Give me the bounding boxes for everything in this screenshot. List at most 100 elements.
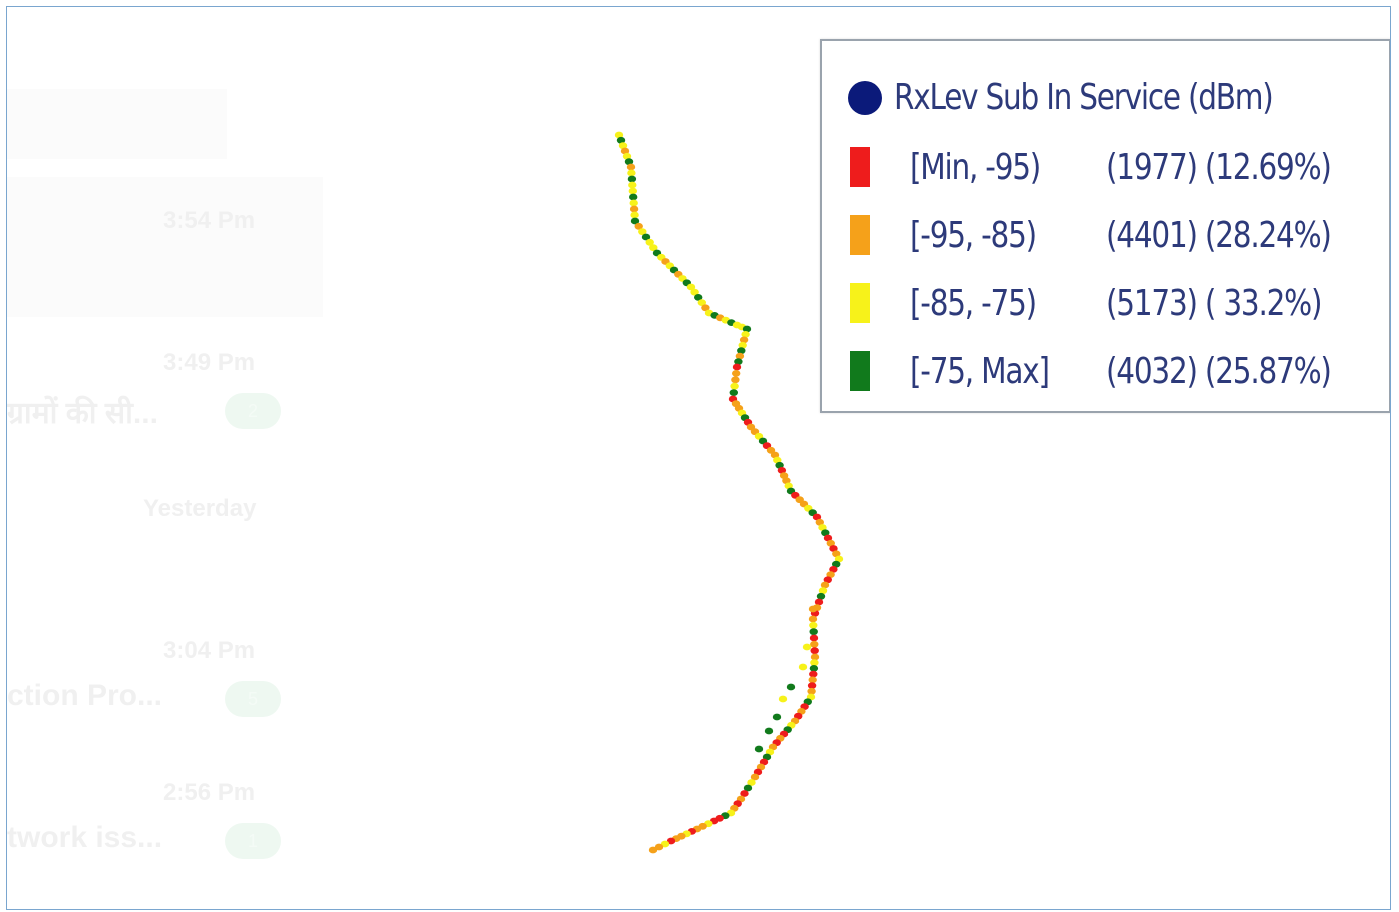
background-chat-title-4: ction Pro...	[7, 679, 163, 712]
background-chat-badge-4: 5	[225, 681, 281, 717]
route-sample-point	[738, 341, 747, 349]
route-sample-point	[815, 518, 824, 526]
legend-title: RxLev Sub In Service (dBm)	[894, 77, 1274, 118]
route-sample-point	[666, 837, 676, 845]
route-sample-point	[740, 790, 749, 797]
route-sample-point	[620, 147, 630, 155]
background-chat-badge-5: 1	[225, 823, 281, 859]
background-chat-badge-2: 2	[225, 393, 281, 429]
route-sample-point	[645, 238, 654, 246]
route-sample-point	[816, 592, 826, 600]
route-sample-point	[732, 363, 742, 371]
route-sample-point	[641, 233, 651, 241]
route-sample-point	[614, 131, 624, 139]
route-sample-point	[686, 283, 696, 291]
green-swatch-icon	[850, 351, 870, 391]
route-sample-point	[750, 773, 760, 781]
legend-header: RxLev Sub In Service (dBm)	[848, 77, 1356, 118]
route-sample-point	[629, 205, 639, 213]
route-sample-point	[784, 482, 793, 490]
route-sample-point	[694, 294, 703, 301]
route-sample-point	[810, 647, 819, 655]
route-sample-point	[629, 199, 638, 207]
route-sample-point	[809, 634, 819, 642]
route-sample-point	[775, 461, 784, 469]
signal-legend: RxLev Sub In Service (dBm) [Min, -95) (1…	[820, 39, 1390, 413]
route-sample-point	[764, 727, 774, 735]
route-sample-point	[823, 576, 832, 584]
legend-row-85-75: [-85, -75) (5173) ( 33.2%)	[850, 279, 1323, 327]
route-sample-point	[810, 659, 819, 667]
route-sample-point	[624, 158, 634, 166]
route-sample-point	[732, 370, 741, 377]
route-sample-point	[809, 665, 819, 672]
route-sample-point	[660, 840, 670, 848]
route-sample-point	[737, 347, 746, 355]
route-sample-point	[747, 779, 756, 786]
route-sample-point	[741, 331, 750, 338]
route-sample-point	[773, 456, 782, 464]
route-sample-point	[834, 555, 844, 563]
map-frame: 3:54 Pm 3:49 Pm ग्रामों की सी... 2 Yeste…	[6, 6, 1391, 910]
legend-row-95-85: [-95, -85) (4401) (28.24%)	[850, 211, 1332, 259]
route-sample-point	[628, 181, 637, 189]
route-sample-point	[690, 288, 699, 296]
route-sample-point	[618, 142, 628, 150]
route-sample-point	[814, 598, 824, 606]
route-sample-point	[818, 587, 828, 595]
route-sample-point	[701, 304, 710, 312]
legend-range: [-95, -85)	[910, 214, 1037, 256]
route-sample-point	[818, 524, 827, 531]
route-sample-point	[809, 628, 818, 636]
route-sample-point	[829, 545, 838, 552]
legend-count: (4032) (25.87%)	[1106, 350, 1332, 392]
route-sample-point	[626, 163, 636, 171]
route-sample-point	[628, 187, 637, 195]
route-sample-point	[832, 550, 841, 558]
route-sample-point	[782, 477, 791, 485]
legend-row-75-max: [-75, Max] (4032) (25.87%)	[850, 347, 1332, 395]
route-sample-point	[731, 376, 740, 384]
background-chat-time-4: 3:04 Pm	[163, 637, 256, 664]
yellow-swatch-icon	[850, 283, 870, 323]
route-sample-point	[654, 843, 664, 851]
background-chat-date: Yesterday	[143, 495, 257, 522]
legend-count: (1977) (12.69%)	[1106, 146, 1332, 188]
route-sample-point	[810, 653, 820, 661]
route-sample-point	[629, 193, 638, 201]
legend-range: [-85, -75)	[910, 282, 1037, 324]
route-sample-point	[634, 222, 643, 230]
legend-range: [Min, -95)	[910, 146, 1041, 188]
background-search-box	[7, 89, 227, 159]
route-sample-point	[809, 670, 818, 678]
route-sample-point	[786, 683, 796, 691]
route-sample-point	[649, 244, 658, 252]
background-chat-title-2: ग्रामों की सी...	[7, 397, 158, 430]
route-sample-point	[739, 336, 749, 344]
legend-count: (4401) (28.24%)	[1106, 214, 1332, 256]
route-sample-point	[832, 560, 841, 568]
route-sample-point	[807, 687, 816, 695]
route-sample-point	[820, 581, 830, 589]
route-sample-point	[697, 299, 706, 306]
route-sample-point	[770, 451, 780, 459]
legend-count: (5173) ( 33.2%)	[1106, 282, 1323, 324]
route-sample-point	[802, 643, 812, 651]
route-sample-point	[729, 389, 738, 396]
route-sample-point	[734, 358, 743, 365]
route-sample-point	[627, 169, 636, 177]
route-sample-point	[826, 539, 835, 547]
background-chat-time-5: 2:56 Pm	[163, 779, 256, 806]
route-sample-point	[622, 152, 632, 160]
route-sample-point	[812, 513, 822, 521]
route-sample-point	[730, 382, 739, 390]
legend-circle-marker-icon	[848, 80, 882, 115]
route-sample-point	[616, 136, 626, 144]
route-sample-point	[743, 784, 753, 792]
route-sample-point	[648, 846, 658, 854]
route-sample-point	[742, 325, 752, 333]
route-sample-point	[630, 211, 639, 219]
background-chat-time-1: 3:54 Pm	[163, 207, 256, 234]
legend-row-min-95: [Min, -95) (1977) (12.69%)	[850, 143, 1332, 191]
route-sample-point	[772, 713, 782, 721]
